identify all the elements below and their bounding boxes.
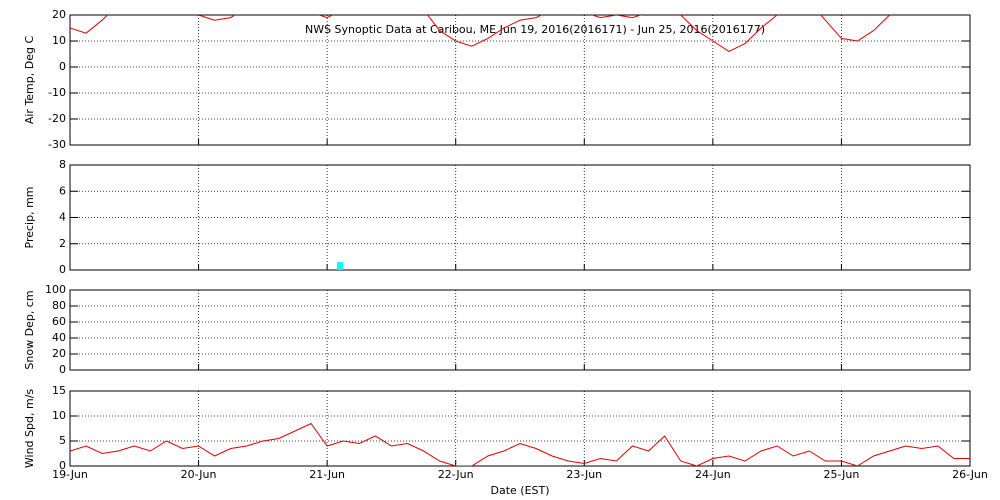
x-tick-label: 19-Jun <box>52 468 88 481</box>
y-tick-label: 0 <box>59 363 66 376</box>
y-axis-label: Precip, mm <box>23 187 36 249</box>
plot-frame <box>69 14 971 146</box>
data-line <box>70 422 970 466</box>
y-tick-label: 2 <box>59 237 66 250</box>
y-tick-label: 15 <box>52 384 66 397</box>
x-tick-label: 23-Jun <box>566 468 602 481</box>
y-tick-label: 4 <box>59 211 66 224</box>
y-tick-label: 5 <box>59 434 66 447</box>
x-tick-label: 26-Jun <box>952 468 988 481</box>
y-tick-label: 20 <box>52 8 66 21</box>
y-tick-label: 8 <box>59 158 66 171</box>
plot-frame <box>69 164 971 271</box>
y-tick-label: -20 <box>48 112 66 125</box>
y-tick-label: 10 <box>52 409 66 422</box>
y-tick-label: 10 <box>52 34 66 47</box>
y-tick-label: 0 <box>59 60 66 73</box>
y-axis-label: Air Temp, Deg C <box>23 36 36 125</box>
x-tick-label: 22-Jun <box>438 468 474 481</box>
y-tick-label: 0 <box>59 459 66 472</box>
chart-title: NWS Synoptic Data at Caribou, ME Jun 19,… <box>305 23 765 36</box>
y-tick-label: 60 <box>52 315 66 328</box>
bar <box>337 262 343 270</box>
x-tick-label: 24-Jun <box>695 468 731 481</box>
x-tick-label: 20-Jun <box>181 468 217 481</box>
y-tick-label: 100 <box>45 283 66 296</box>
y-axis-label: Wind Spd, m/s <box>23 389 36 469</box>
y-tick-label: 40 <box>52 331 66 344</box>
x-tick-label: 21-Jun <box>309 468 345 481</box>
x-tick-label: 25-Jun <box>824 468 860 481</box>
y-tick-label: 0 <box>59 263 66 276</box>
x-axis-label: Date (EST) <box>490 484 549 497</box>
y-axis-label: Snow Dep, cm <box>23 290 36 369</box>
y-tick-label: -30 <box>48 138 66 151</box>
y-tick-label: -10 <box>48 86 66 99</box>
y-tick-label: 6 <box>59 184 66 197</box>
plot-frame <box>69 289 971 371</box>
y-tick-label: 80 <box>52 299 66 312</box>
plot-frame <box>69 390 971 467</box>
data-line <box>70 15 891 52</box>
y-tick-label: 20 <box>52 347 66 360</box>
